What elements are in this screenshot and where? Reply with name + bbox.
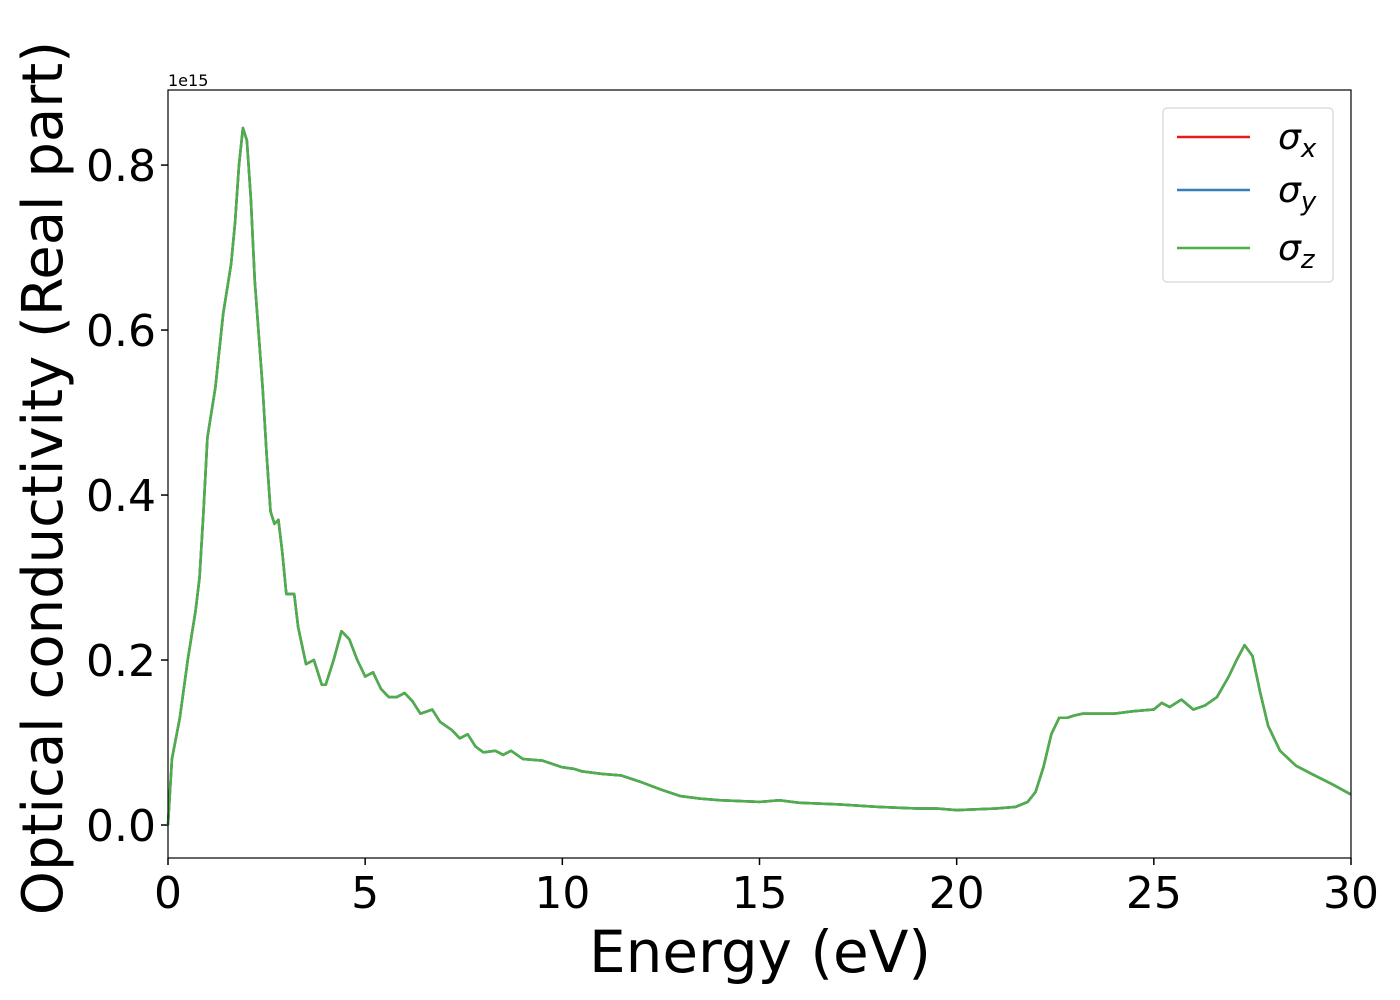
x-axis-label: Energy (eV) (589, 918, 931, 986)
y-tick-label: 0.4 (86, 471, 156, 522)
legend-label: σy (1278, 170, 1317, 217)
series-line (166, 126, 1352, 826)
y-offset-label: 1e15 (168, 71, 208, 90)
x-tick-label: 20 (929, 868, 985, 919)
x-tick-label: 25 (1126, 868, 1182, 919)
x-tick-label: 30 (1323, 868, 1379, 919)
legend-box (1162, 107, 1334, 283)
y-tick-label: 0.0 (86, 801, 156, 852)
y-axis-label: Optical conductivity (Real part) (11, 41, 76, 915)
legend-label: σx (1278, 117, 1317, 164)
legend: σx σy σz (1162, 107, 1334, 283)
y-tick-label: 0.2 (86, 636, 156, 687)
x-tick-label: 10 (534, 868, 590, 919)
y-tick-label: 0.8 (86, 141, 156, 192)
x-tick-label: 0 (154, 868, 182, 919)
x-tick-label: 15 (732, 868, 788, 919)
plot-frame (167, 89, 1352, 859)
legend-label: σz (1278, 228, 1316, 275)
x-tick-label: 5 (351, 868, 379, 919)
y-tick-label: 0.6 (86, 306, 156, 357)
